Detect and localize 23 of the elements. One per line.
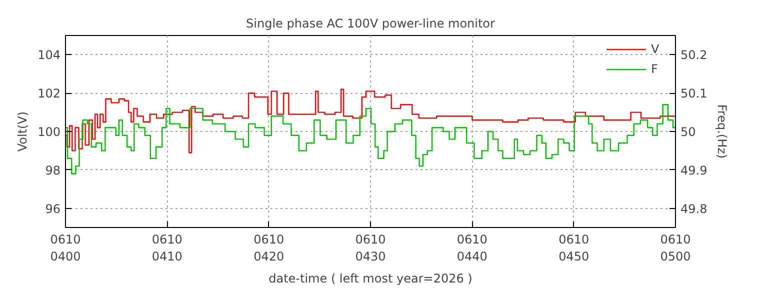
legend-label: V [651, 42, 660, 56]
y2-axis-title: Freq.(Hz) [715, 104, 730, 159]
y-axis-title: Volt(V) [16, 111, 30, 152]
y2-tick-label: 49.9 [680, 163, 708, 178]
y2-tick-label: 50.1 [680, 86, 708, 101]
x-tick-label: 0610 0420 [254, 232, 284, 264]
y2-tick-label: 50 [680, 125, 696, 139]
x-tick-label: 0610 0430 [355, 232, 386, 264]
y-tick-label: 102 [38, 86, 60, 101]
y2-tick-label: 49.8 [680, 202, 708, 216]
x-tick-label: 0610 0440 [456, 232, 488, 264]
legend-label: F [651, 62, 659, 76]
x-axis-title: date-time ( left most year=2026 ) [268, 271, 472, 286]
chart-title: Single phase AC 100V power-line monitor [246, 16, 496, 30]
y-tick-label: 104 [38, 48, 60, 62]
y-tick-label: 98 [45, 163, 61, 178]
x-tick-label: 0610 0400 [50, 232, 81, 264]
x-tick-label: 0610 0450 [558, 232, 590, 264]
x-tick-label: 0610 0500 [660, 232, 691, 264]
y-tick-label: 96 [45, 202, 61, 216]
y-tick-label: 100 [38, 125, 60, 139]
y2-tick-label: 50.2 [680, 48, 708, 62]
x-tick-label: 0610 0410 [152, 232, 182, 264]
